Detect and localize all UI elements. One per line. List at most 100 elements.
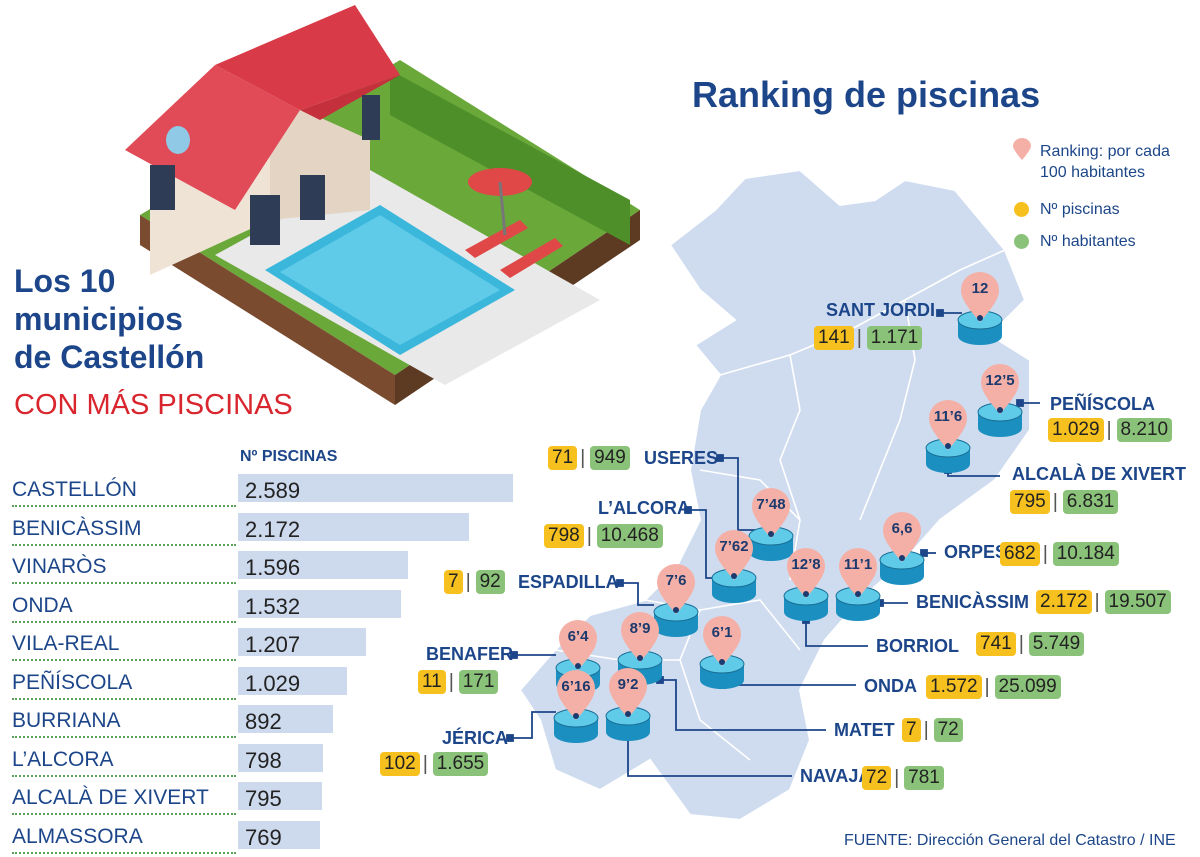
pool-marker [605, 668, 651, 741]
row-divider [12, 774, 236, 777]
bar-row: VILA-REAL 1.207 [12, 628, 502, 664]
map-pin-icon [609, 668, 647, 718]
bar-row: VINARÒS 1.596 [12, 551, 502, 587]
municipality-name: L’ALCORA [598, 498, 690, 518]
pin-ranking-label: 8’9 [629, 620, 651, 637]
connector-line [620, 582, 654, 606]
pin-point [945, 443, 951, 449]
piscinas-box: 102 [380, 752, 420, 776]
piscinas-box: 2.172 [1036, 590, 1092, 614]
connector-line [510, 711, 556, 739]
source-note: FUENTE: Dirección General del Catastro /… [844, 832, 1176, 849]
habitantes-box: 10.468 [596, 524, 663, 548]
pin-point [997, 407, 1003, 413]
subtitle: CON MÁS PISCINAS [14, 389, 293, 421]
row-divider [12, 697, 236, 700]
pin-ranking-label: 11’6 [933, 408, 963, 425]
legend-yellow-dot [1014, 202, 1029, 217]
pin-ranking-label: 12’5 [985, 372, 1015, 389]
pin-ranking-label: 7’6 [665, 572, 687, 589]
piscinas-box: 798 [544, 524, 584, 548]
pool-marker [711, 530, 757, 603]
box-separator: | [586, 525, 592, 547]
pin-point [803, 591, 809, 597]
pin-ranking-label: 11’1 [843, 556, 873, 573]
box-separator: | [580, 447, 586, 469]
pool-marker [977, 364, 1023, 437]
bar [238, 628, 367, 656]
pool-marker [553, 670, 599, 743]
bar-row: BURRIANA 892 [12, 705, 502, 741]
piscinas-box: 72 [862, 766, 892, 790]
row-divider [12, 659, 236, 661]
map-pin-icon [657, 564, 695, 614]
piscinas-box: 1.029 [1048, 418, 1104, 442]
habitantes-box: 1.171 [866, 326, 923, 350]
box-separator: | [984, 676, 990, 698]
piscinas-box: 795 [1010, 490, 1050, 514]
municipality-name: SANT JORDI [826, 300, 936, 320]
title-line-3: de Castellón [14, 339, 205, 375]
pin-point [573, 713, 579, 719]
habitantes-box: 10.184 [1052, 542, 1119, 566]
connector-end-marker [684, 506, 692, 514]
piscinas-box: 141 [814, 326, 854, 350]
habitantes-box: 8.210 [1116, 418, 1173, 442]
pin-ranking-label: 12’8 [791, 556, 821, 573]
map-pin-icon [929, 400, 967, 450]
bar [238, 705, 333, 733]
map-pin-icon [715, 530, 753, 580]
map-pin-icon [752, 488, 790, 538]
box-separator: | [1018, 633, 1024, 655]
pool-marker [835, 548, 881, 621]
piscinas-box: 682 [1000, 542, 1040, 566]
connector-end-marker [506, 734, 514, 742]
bar-value-label: 1.532 [245, 593, 301, 619]
house-pool-illustration [125, 5, 640, 405]
box-separator: | [894, 767, 900, 789]
map-pin-icon [883, 512, 921, 562]
pin-point [575, 663, 581, 669]
map-pin-icon [621, 612, 659, 662]
habitantes-box: 25.099 [994, 675, 1061, 699]
box-separator: | [1094, 591, 1100, 613]
pool-marker [783, 548, 829, 621]
pool-marker [925, 400, 971, 473]
piscinas-box: 7 [902, 718, 921, 742]
municipality-name: BORRIOL [876, 636, 959, 656]
map-pin-icon [839, 548, 877, 598]
bar [238, 512, 469, 541]
piscinas-box: 741 [976, 632, 1016, 656]
bar-value-label: 795 [245, 786, 282, 811]
pin-ranking-label: 7’62 [719, 538, 749, 555]
habitantes-box: 5.749 [1028, 632, 1085, 656]
connector-line [627, 736, 792, 777]
municipality-name: USERES [644, 448, 719, 468]
legend-ranking: Ranking: por cada 100 habitantes [1040, 143, 1170, 181]
bar-category-label: VILA-REAL [12, 632, 120, 655]
bar-row: L’ALCORA 798 [12, 743, 502, 780]
bar-value-label: 1.596 [245, 555, 301, 580]
bar [238, 474, 513, 502]
bar-row: CASTELLÓN 2.589 [12, 474, 513, 510]
bar-value-label: 1.029 [245, 670, 301, 696]
map-pin-icon [961, 272, 999, 322]
habitantes-box: 72 [933, 718, 963, 742]
bar-chart-column-header: Nº PISCINAS [240, 448, 338, 465]
bar [238, 782, 323, 810]
pin-ranking-label: 7’48 [756, 496, 786, 513]
piscinas-box: 7 [444, 570, 463, 594]
bar-row: ONDA 1.532 [12, 589, 502, 626]
main-title: Los 10 municipios de Castellón [14, 262, 204, 376]
habitantes-box: 781 [904, 766, 944, 790]
row-divider [12, 582, 236, 584]
municipality-name: BENAFER [426, 644, 514, 664]
pin-ranking-label: 9’2 [617, 676, 639, 693]
bar-row: BENICÀSSIM 2.172 [12, 512, 502, 549]
bar-category-label: PEÑÍSCOLA [12, 670, 133, 694]
box-separator: | [856, 327, 862, 349]
municipality-name: JÉRICA [442, 728, 509, 748]
map-pin-icon [557, 670, 595, 720]
bar-row: PEÑÍSCOLA 1.029 [12, 666, 502, 703]
pin-point [899, 555, 905, 561]
